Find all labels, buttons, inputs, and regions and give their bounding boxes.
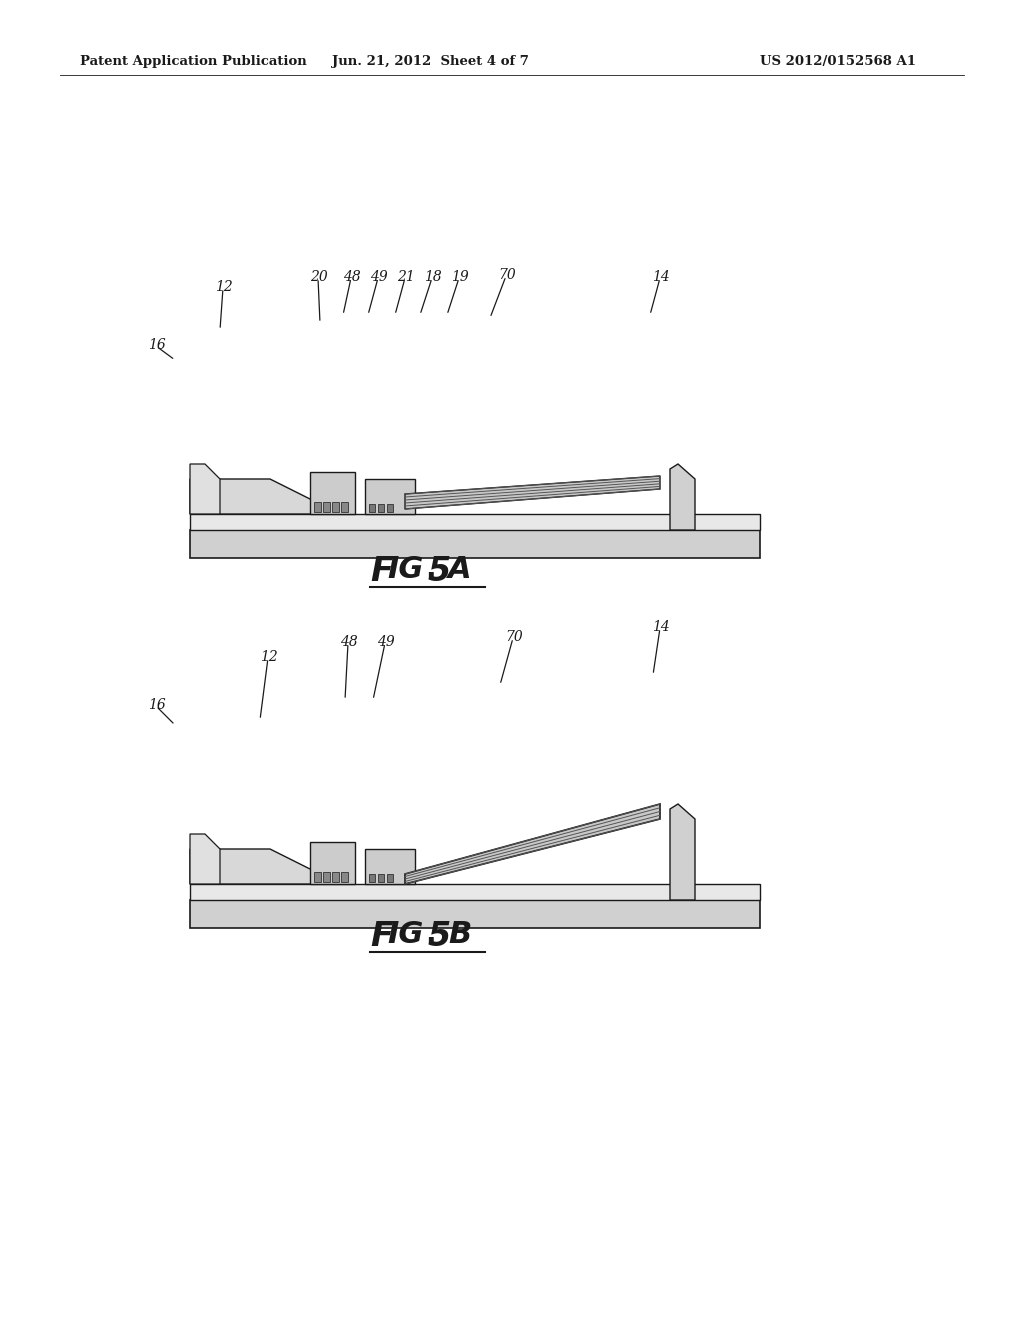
Text: 70: 70	[505, 630, 522, 644]
Polygon shape	[369, 504, 375, 512]
Polygon shape	[190, 531, 760, 558]
Polygon shape	[378, 874, 384, 882]
Text: 12: 12	[215, 280, 232, 294]
Polygon shape	[387, 504, 393, 512]
Polygon shape	[332, 873, 339, 882]
Polygon shape	[314, 502, 321, 512]
Polygon shape	[310, 842, 355, 884]
Polygon shape	[190, 900, 760, 928]
Text: 16: 16	[148, 338, 166, 352]
Text: 49: 49	[377, 635, 394, 649]
Text: 49: 49	[370, 271, 388, 284]
Polygon shape	[341, 873, 348, 882]
Text: 48: 48	[340, 635, 357, 649]
Polygon shape	[310, 473, 355, 513]
Text: F: F	[370, 554, 393, 587]
Text: A: A	[449, 554, 472, 583]
Text: 70: 70	[498, 268, 516, 282]
Text: 20: 20	[310, 271, 328, 284]
Text: 14: 14	[652, 271, 670, 284]
Text: IG: IG	[387, 920, 423, 949]
Text: 18: 18	[424, 271, 441, 284]
Polygon shape	[387, 874, 393, 882]
Polygon shape	[190, 479, 319, 513]
Text: US 2012/0152568 A1: US 2012/0152568 A1	[760, 55, 916, 69]
Polygon shape	[190, 834, 220, 884]
Polygon shape	[190, 849, 319, 884]
Polygon shape	[323, 873, 330, 882]
Polygon shape	[314, 873, 321, 882]
Polygon shape	[670, 804, 695, 900]
Text: 19: 19	[451, 271, 469, 284]
Polygon shape	[365, 479, 415, 513]
Text: Jun. 21, 2012  Sheet 4 of 7: Jun. 21, 2012 Sheet 4 of 7	[332, 55, 528, 69]
Text: 16: 16	[148, 698, 166, 711]
Text: .: .	[425, 920, 435, 948]
Text: 21: 21	[397, 271, 415, 284]
Polygon shape	[190, 884, 760, 900]
Polygon shape	[406, 477, 660, 510]
Polygon shape	[365, 849, 415, 884]
Text: 12: 12	[260, 649, 278, 664]
Polygon shape	[190, 465, 220, 513]
Polygon shape	[190, 513, 760, 531]
Text: 48: 48	[343, 271, 360, 284]
Text: IG: IG	[387, 554, 423, 583]
Polygon shape	[369, 874, 375, 882]
Text: 5: 5	[428, 920, 452, 953]
Text: 14: 14	[652, 620, 670, 634]
Polygon shape	[406, 804, 660, 884]
Text: Patent Application Publication: Patent Application Publication	[80, 55, 307, 69]
Polygon shape	[378, 504, 384, 512]
Polygon shape	[341, 502, 348, 512]
Text: 5: 5	[428, 554, 452, 587]
Text: F: F	[370, 920, 393, 953]
Polygon shape	[670, 465, 695, 531]
Text: B: B	[449, 920, 471, 949]
Polygon shape	[332, 502, 339, 512]
Polygon shape	[323, 502, 330, 512]
Text: .: .	[425, 554, 435, 583]
